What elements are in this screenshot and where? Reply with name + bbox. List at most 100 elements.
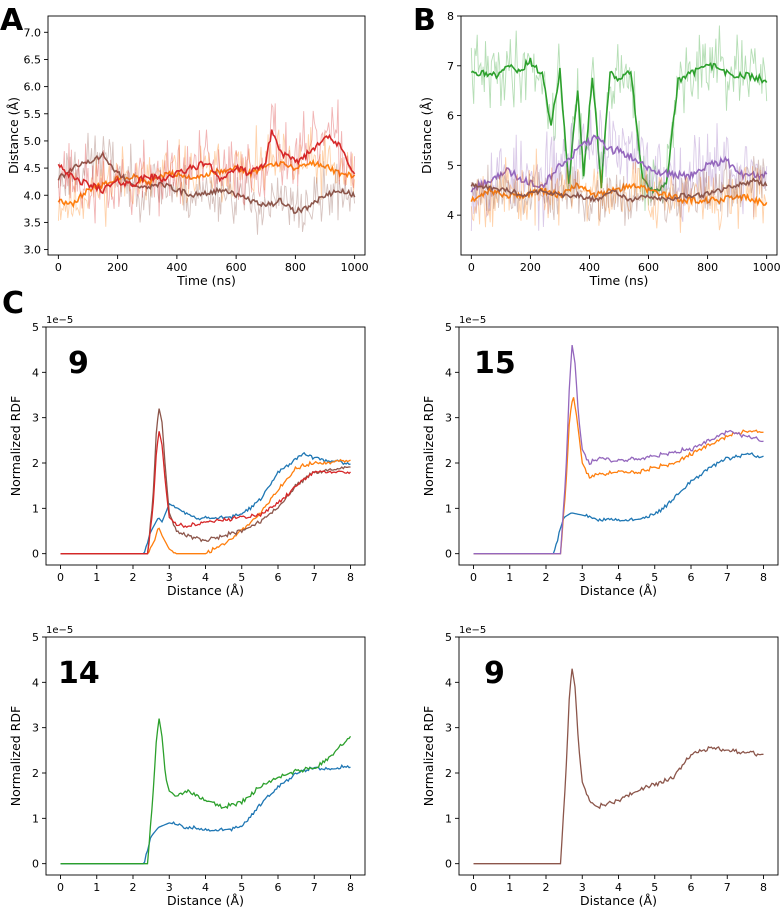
x-tick-label: 600 — [638, 261, 659, 274]
y-tick-label: 0 — [445, 858, 452, 871]
x-tick-label: 0 — [470, 571, 477, 584]
series-brown — [60, 408, 351, 555]
plot-frame — [47, 15, 366, 256]
chart-b: 0 200 400 600 800 1000 4 5 6 7 8 Time (ns) Distance … — [419, 10, 781, 288]
x-tick-label: 6 — [688, 571, 695, 584]
x-tick-label: 2 — [130, 571, 137, 584]
y-axis-label: Distance (Å) — [6, 97, 21, 174]
x-tick-label: 6 — [688, 881, 695, 894]
x-axis-label: Distance (Å) — [580, 893, 657, 908]
series-orange — [473, 397, 764, 555]
x-axis-label: Distance (Å) — [580, 583, 657, 598]
panel-label-a: A — [0, 3, 24, 38]
y-tick-label: 2 — [32, 767, 39, 780]
series-brown — [473, 668, 764, 865]
x-axis-label: Time (ns) — [589, 273, 649, 288]
x-tick-label: 1 — [506, 571, 513, 584]
x-tick-label: 7 — [311, 571, 318, 584]
series-purple — [473, 344, 764, 555]
series-blue — [60, 764, 351, 865]
y-tick-label: 5 — [445, 321, 452, 334]
y-tick-label: 3 — [445, 412, 452, 425]
y-axis-label: Normalized RDF — [8, 706, 23, 806]
y-tick-label: 3.0 — [24, 244, 42, 257]
x-tick-label: 7 — [724, 881, 731, 894]
y-scale-factor: 1e−5 — [459, 625, 486, 636]
annotation-number: 15 — [474, 346, 516, 381]
x-tick-label: 200 — [107, 261, 128, 274]
x-tick-label: 0 — [57, 571, 64, 584]
x-tick-label: 6 — [275, 571, 282, 584]
y-tick-label: 7.0 — [24, 26, 42, 39]
y-tick-label: 3 — [445, 722, 452, 735]
x-axis-label: Distance (Å) — [167, 583, 244, 598]
y-tick-label: 0 — [32, 548, 39, 561]
y-tick-label: 8 — [447, 10, 454, 23]
y-tick-label: 1 — [445, 502, 452, 515]
y-tick-label: 4 — [32, 676, 39, 689]
x-tick-label: 5 — [238, 571, 245, 584]
series-brown-raw — [57, 132, 356, 235]
x-tick-label: 3 — [579, 571, 586, 584]
x-tick-label: 5 — [651, 571, 658, 584]
series-orange-smooth — [470, 182, 768, 207]
x-tick-label: 1000 — [341, 261, 369, 274]
y-tick-label: 1 — [32, 812, 39, 825]
x-tick-label: 7 — [724, 571, 731, 584]
series-brown-smooth — [57, 150, 356, 214]
y-axis-label: Normalized RDF — [421, 706, 436, 806]
x-tick-label: 600 — [226, 261, 247, 274]
series-red — [60, 431, 351, 555]
panel-label-b: B — [413, 3, 436, 38]
x-tick-label: 3 — [579, 881, 586, 894]
series-green — [60, 718, 352, 865]
series-group — [473, 668, 764, 865]
x-tick-label: 6 — [275, 881, 282, 894]
series-group — [60, 408, 351, 555]
y-tick-label: 0 — [445, 548, 452, 561]
y-tick-label: 6 — [447, 110, 454, 123]
y-tick-label: 4 — [445, 676, 452, 689]
y-tick-label: 2 — [445, 457, 452, 470]
series-green-smooth — [470, 57, 768, 195]
y-tick-label: 4.5 — [24, 162, 42, 175]
y-axis-label: Normalized RDF — [421, 396, 436, 496]
x-tick-label: 1 — [506, 881, 513, 894]
x-tick-label: 5 — [238, 881, 245, 894]
series-purple-smooth — [470, 134, 768, 193]
series-group — [470, 25, 768, 233]
y-tick-label: 5.5 — [24, 108, 42, 121]
x-tick-label: 4 — [202, 571, 209, 584]
x-tick-label: 0 — [55, 261, 62, 274]
series-purple-raw — [470, 109, 768, 232]
x-tick-label: 2 — [543, 571, 550, 584]
y-axis-label: Distance (Å) — [419, 97, 434, 174]
x-tick-label: 4 — [615, 881, 622, 894]
y-tick-label: 2 — [445, 767, 452, 780]
x-tick-label: 1 — [93, 571, 100, 584]
x-tick-label: 4 — [202, 881, 209, 894]
y-tick-label: 5 — [447, 159, 454, 172]
y-tick-label: 4 — [32, 366, 39, 379]
x-tick-label: 800 — [697, 261, 718, 274]
y-tick-label: 5.0 — [24, 135, 42, 148]
x-tick-label: 4 — [615, 571, 622, 584]
y-scale-factor: 1e−5 — [459, 315, 486, 326]
x-tick-label: 2 — [130, 881, 137, 894]
x-tick-label: 400 — [579, 261, 600, 274]
x-axis-label: Time (ns) — [176, 273, 236, 288]
x-tick-label: 2 — [543, 881, 550, 894]
annotation-number: 9 — [68, 346, 89, 381]
x-tick-label: 1000 — [753, 261, 781, 274]
annotation-number: 14 — [58, 656, 100, 691]
series-blue — [60, 451, 351, 555]
series-group — [57, 99, 356, 235]
annotation-number: 9 — [484, 656, 505, 691]
x-tick-label: 200 — [520, 261, 541, 274]
y-tick-label: 6.5 — [24, 53, 42, 66]
y-tick-label: 7 — [447, 60, 454, 73]
